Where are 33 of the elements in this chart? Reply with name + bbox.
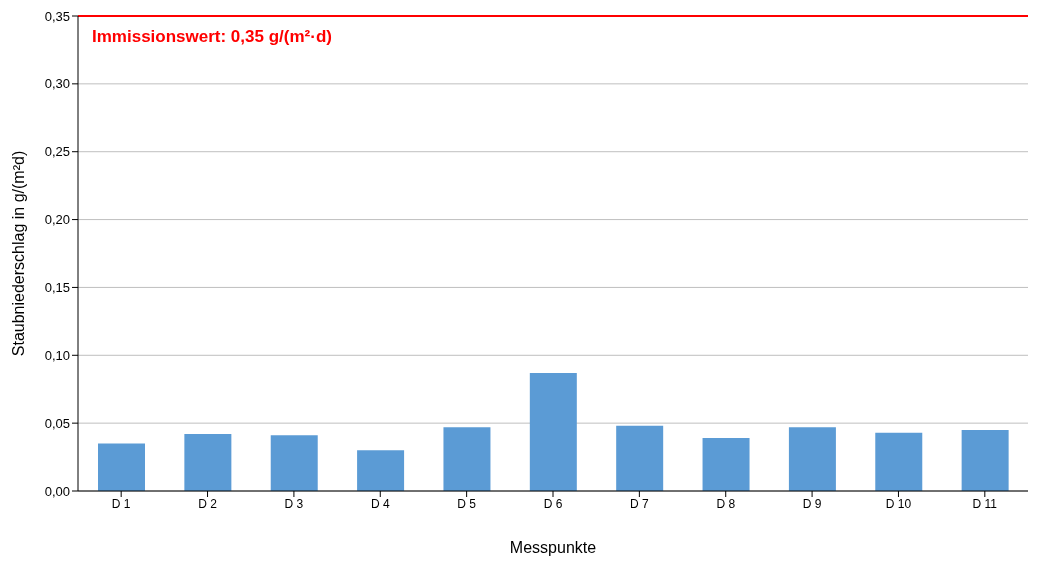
y-tick-label: 0,30 [44, 76, 70, 92]
x-tick-label: D 3 [284, 496, 304, 511]
bar [98, 443, 145, 491]
x-axis-title: Messpunkte [509, 539, 597, 556]
y-axis-title: Staubniederschlag in g/(m²d) [9, 150, 27, 357]
x-tick-label: D 10 [885, 496, 912, 511]
x-tick-label: D 11 [972, 496, 998, 511]
x-tick-label: D 5 [457, 496, 477, 511]
y-tick-label: 0,25 [44, 144, 70, 160]
x-tick-label: D 4 [370, 496, 390, 511]
bar [443, 427, 491, 491]
bar [961, 429, 1009, 491]
bar [788, 427, 836, 491]
bar [616, 425, 664, 491]
x-tick-label: D 7 [630, 496, 650, 511]
bar [702, 438, 750, 491]
x-tick-label: D 8 [716, 496, 736, 511]
bar [357, 450, 405, 491]
bar [875, 432, 923, 491]
x-tick-label: D 9 [802, 496, 822, 511]
y-tick-label: 0,00 [44, 483, 70, 499]
bar [270, 435, 318, 491]
bar [529, 372, 577, 491]
x-tick-label: D 6 [543, 496, 563, 511]
y-tick-label: 0,15 [44, 280, 70, 296]
x-tick-label: D 1 [111, 496, 131, 511]
y-tick-label: 0,10 [44, 347, 70, 363]
bar [184, 434, 232, 491]
y-tick-label: 0,05 [44, 415, 70, 431]
y-tick-label: 0,20 [44, 212, 70, 228]
x-tick-label: D 2 [198, 496, 218, 511]
y-tick-label: 0,35 [44, 8, 70, 24]
ref-line-label: Immissionswert: 0,35 g/(m²·d) [92, 27, 332, 47]
